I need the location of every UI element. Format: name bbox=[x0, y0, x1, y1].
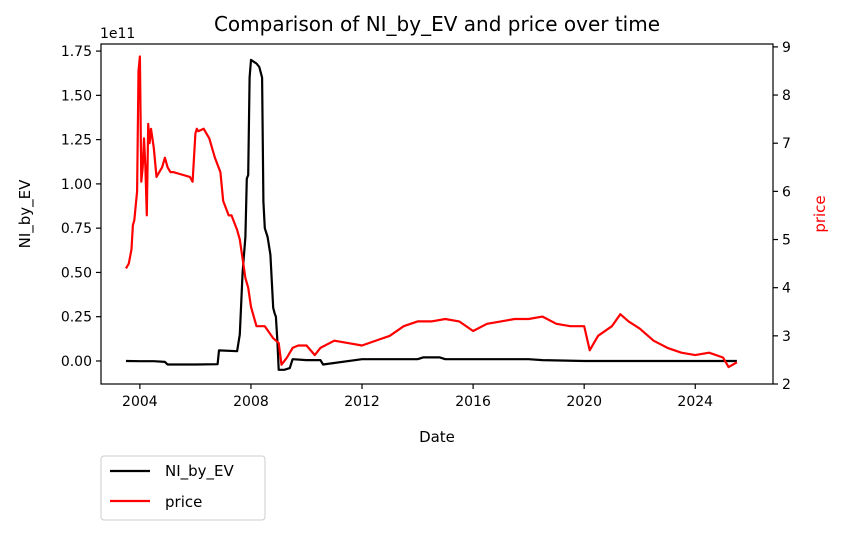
x-tick-label: 2004 bbox=[122, 394, 158, 410]
right-tick-label: 3 bbox=[782, 329, 791, 345]
right-tick-label: 6 bbox=[782, 184, 791, 200]
x-tick-label: 2020 bbox=[566, 394, 602, 410]
x-axis-label: Date bbox=[419, 428, 455, 446]
plot-lines bbox=[125, 55, 738, 371]
right-tick-label: 8 bbox=[782, 88, 791, 104]
x-tick-label: 2016 bbox=[455, 394, 491, 410]
right-tick-label: 7 bbox=[782, 136, 791, 152]
legend-label-ni-by-ev: NI_by_EV bbox=[165, 462, 235, 481]
right-axis-ticks: 2 3 4 5 6 7 8 9 bbox=[773, 40, 791, 393]
x-axis-ticks: 2004 2008 2012 2016 2020 2024 bbox=[122, 384, 713, 410]
legend-label-price: price bbox=[165, 493, 202, 511]
legend: NI_by_EV price bbox=[100, 455, 266, 521]
left-tick-label: 1.75 bbox=[61, 44, 92, 60]
series-line-price bbox=[125, 55, 738, 369]
x-tick-label: 2024 bbox=[677, 394, 713, 410]
right-tick-label: 4 bbox=[782, 281, 791, 297]
left-tick-label: 0.75 bbox=[61, 221, 92, 237]
left-tick-label: 1.25 bbox=[61, 133, 92, 149]
left-tick-label: 1.50 bbox=[61, 88, 92, 104]
chart-title: Comparison of NI_by_EV and price over ti… bbox=[214, 12, 660, 36]
left-tick-label: 1.00 bbox=[61, 177, 92, 193]
right-axis-label: price bbox=[811, 195, 829, 232]
left-axis-ticks: 0.00 0.25 0.50 0.75 1.00 1.25 1.50 1.75 bbox=[61, 44, 101, 370]
right-tick-label: 2 bbox=[782, 377, 791, 393]
right-tick-label: 5 bbox=[782, 233, 791, 249]
left-tick-label: 0.50 bbox=[61, 265, 92, 281]
left-tick-label: 0.00 bbox=[61, 354, 92, 370]
right-tick-label: 9 bbox=[782, 40, 791, 56]
series-line-ni-by-ev bbox=[125, 58, 737, 371]
x-tick-label: 2012 bbox=[344, 394, 380, 410]
left-axis-offset-label: 1e11 bbox=[100, 26, 135, 42]
plot-frame bbox=[100, 43, 774, 385]
left-tick-label: 0.25 bbox=[61, 310, 92, 326]
x-tick-label: 2008 bbox=[233, 394, 269, 410]
left-axis-label: NI_by_EV bbox=[16, 179, 35, 249]
